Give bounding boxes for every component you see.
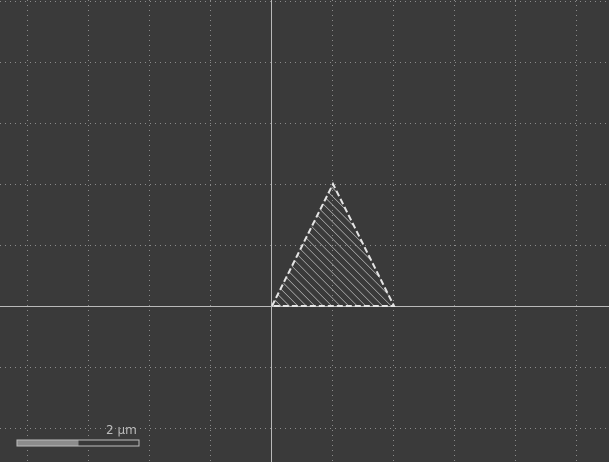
triangle-hatch-fill — [272, 184, 394, 306]
scale-bar-label: 2 µm — [106, 423, 137, 437]
triangle-dashed-outline — [270, 181, 396, 307]
scale-bar: 2 µm — [16, 423, 140, 447]
scale-bar-fill — [17, 440, 79, 446]
triangle-shape[interactable] — [270, 181, 396, 307]
